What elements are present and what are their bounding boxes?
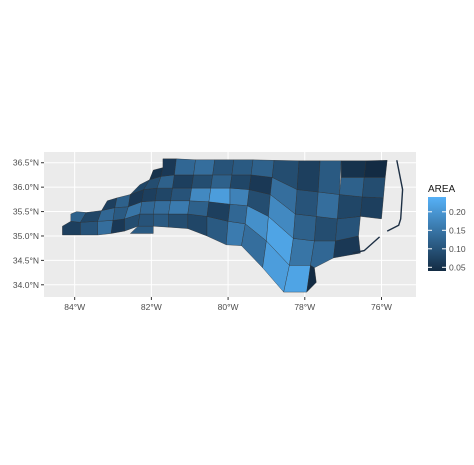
county-c27 bbox=[170, 187, 192, 201]
county-c69 bbox=[341, 160, 367, 178]
county-c21 bbox=[153, 200, 171, 215]
county-c29 bbox=[174, 158, 196, 176]
legend-title: AREA bbox=[428, 184, 456, 195]
x-tick-label: 78°W bbox=[294, 302, 315, 312]
x-axis: 84°W 82°W 80°W 78°W 76°W bbox=[64, 297, 392, 312]
x-tick-label: 80°W bbox=[218, 302, 239, 312]
county-c43 bbox=[229, 174, 252, 190]
y-tick-label: 34.0°N bbox=[13, 280, 39, 290]
legend-ticks: 0.05 0.10 0.15 0.20 bbox=[428, 207, 466, 272]
county-c24 bbox=[160, 158, 177, 177]
county-c42 bbox=[229, 187, 250, 206]
county-c02 bbox=[80, 221, 98, 236]
county-c63 bbox=[316, 191, 340, 220]
county-c07 bbox=[110, 218, 125, 234]
county-c67 bbox=[337, 194, 363, 220]
coast-lines bbox=[352, 160, 404, 254]
legend-break-label: 0.10 bbox=[449, 244, 466, 254]
legend-break-label: 0.05 bbox=[449, 262, 466, 272]
county-c38 bbox=[210, 174, 233, 189]
county-c34 bbox=[193, 159, 215, 176]
y-tick-label: 35.5°N bbox=[13, 207, 39, 217]
county-c16 bbox=[139, 200, 156, 215]
x-tick-label: 84°W bbox=[64, 302, 85, 312]
y-axis: 34.0°N 34.5°N 35.0°N 35.5°N 36.0°N 36.5°N bbox=[13, 158, 44, 290]
legend-colorbar bbox=[428, 197, 446, 271]
county-c41 bbox=[227, 204, 248, 224]
y-tick-label: 34.5°N bbox=[13, 255, 39, 265]
county-c73 bbox=[129, 226, 154, 234]
county-c71 bbox=[362, 177, 386, 199]
county-c57 bbox=[289, 238, 315, 266]
county-c62 bbox=[314, 216, 338, 242]
county-c26 bbox=[168, 200, 190, 215]
county-c32 bbox=[189, 187, 212, 202]
county-c49 bbox=[250, 159, 275, 178]
county-c28 bbox=[172, 174, 194, 189]
x-tick-label: 76°W bbox=[371, 302, 392, 312]
county-c39 bbox=[212, 159, 234, 176]
y-tick-label: 36.5°N bbox=[13, 158, 39, 168]
county-c59 bbox=[295, 189, 319, 217]
county-c17 bbox=[141, 187, 158, 202]
x-tick-label: 82°W bbox=[141, 302, 162, 312]
county-c05 bbox=[97, 220, 114, 236]
legend-break-label: 0.20 bbox=[449, 207, 466, 217]
county-c58 bbox=[293, 213, 317, 242]
county-c31 bbox=[187, 200, 210, 217]
county-c72 bbox=[364, 160, 388, 178]
county-c37 bbox=[208, 187, 231, 205]
county-c60 bbox=[296, 160, 321, 193]
county-c25 bbox=[168, 213, 188, 229]
legend: AREA 0.05 0.10 0.15 0.20 bbox=[428, 184, 466, 272]
county-c03 bbox=[70, 211, 87, 223]
county-c20 bbox=[153, 213, 169, 228]
county-c33 bbox=[191, 174, 213, 189]
county-c68 bbox=[339, 177, 365, 198]
y-tick-label: 35.0°N bbox=[13, 231, 39, 241]
coast-line-1 bbox=[386, 160, 404, 232]
county-c22 bbox=[154, 187, 173, 201]
county-polygons bbox=[62, 158, 388, 293]
county-c70 bbox=[360, 196, 384, 220]
county-c64 bbox=[318, 160, 342, 195]
county-c15 bbox=[137, 213, 154, 227]
legend-break-label: 0.15 bbox=[449, 225, 466, 235]
coast-line-2 bbox=[352, 236, 381, 254]
county-c44 bbox=[231, 159, 254, 176]
y-tick-label: 36.0°N bbox=[13, 182, 39, 192]
